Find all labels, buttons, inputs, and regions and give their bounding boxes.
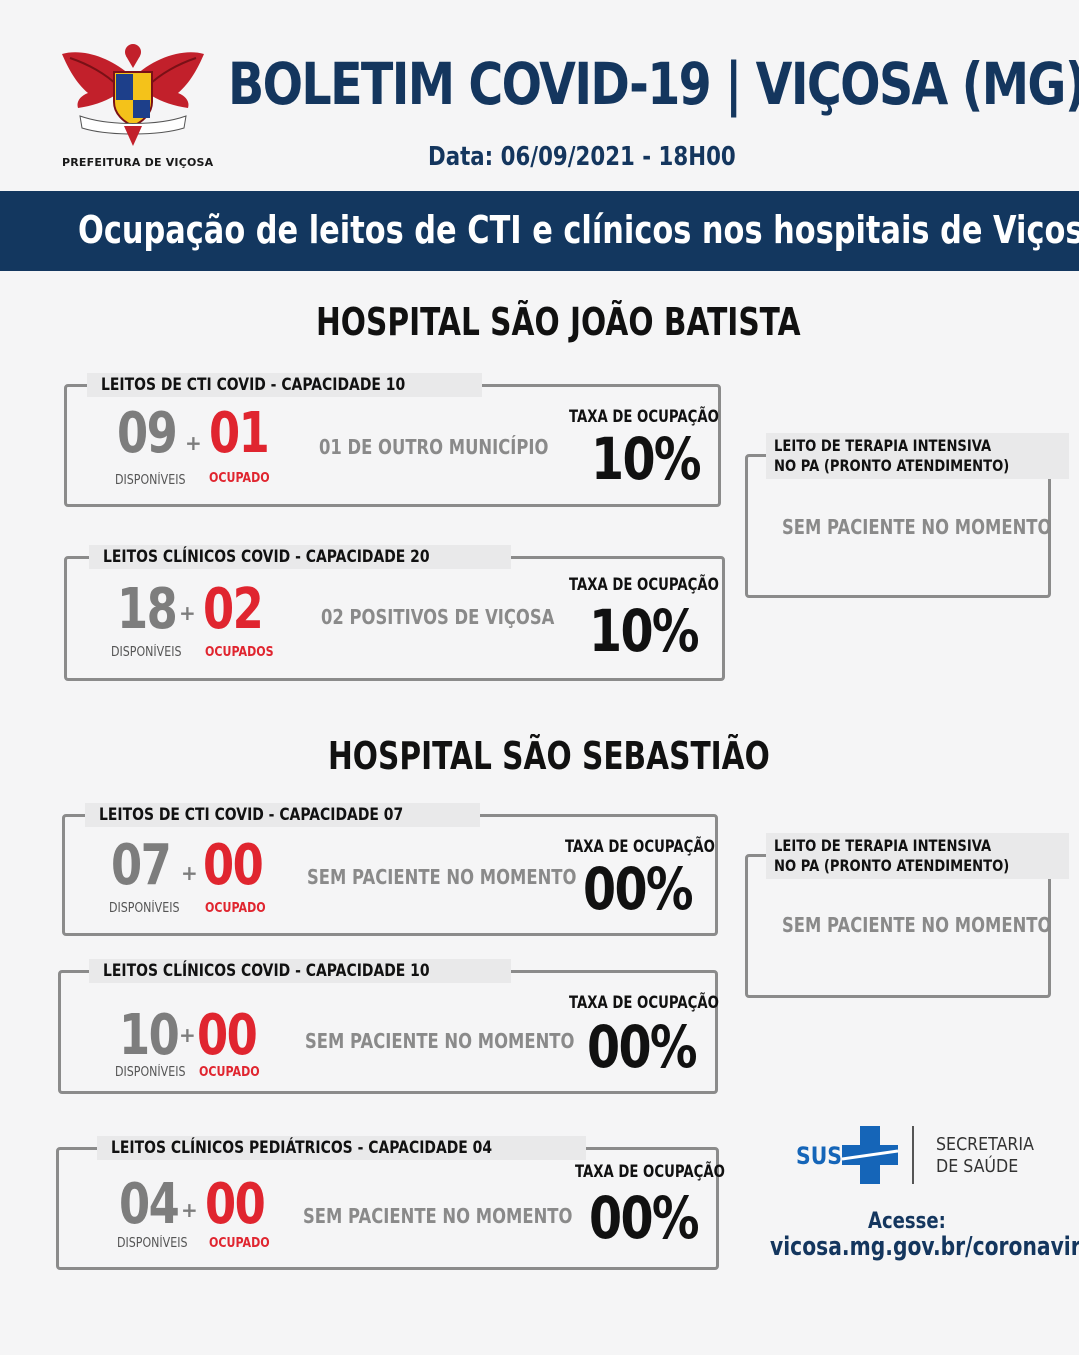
- footer-divider: [912, 1126, 914, 1184]
- card-label: LEITO DE TERAPIA INTENSIVA NO PA (PRONTO…: [766, 833, 1069, 879]
- rate-value: 10%: [589, 597, 700, 665]
- occupied-count: 00: [203, 833, 264, 898]
- occupied-count: 01: [209, 401, 270, 466]
- available-count: 09: [117, 401, 178, 466]
- available-label: DISPONÍVEIS: [117, 1236, 188, 1251]
- available-label: DISPONÍVEIS: [115, 473, 186, 488]
- rate-label: TAXA DE OCUPAÇÃO: [565, 837, 715, 857]
- logo-caption: PREFEITURA DE VIÇOSA: [62, 156, 214, 169]
- available-count: 18: [117, 577, 178, 642]
- card-label: LEITOS DE CTI COVID - CAPACIDADE 10: [87, 373, 482, 397]
- occupied-label: OCUPADOS: [205, 645, 274, 660]
- banner-text: Ocupação de leitos de CTI e clínicos nos…: [78, 208, 1079, 252]
- occupied-label: OCUPADO: [205, 901, 266, 916]
- rate-value: 10%: [591, 425, 702, 493]
- card-note: SEM PACIENTE NO MOMENTO: [782, 515, 1052, 539]
- card-label: LEITOS DE CTI COVID - CAPACIDADE 07: [85, 803, 480, 827]
- rate-label: TAXA DE OCUPAÇÃO: [569, 407, 719, 427]
- available-label: DISPONÍVEIS: [109, 901, 180, 916]
- rate-value: 00%: [583, 855, 694, 923]
- occupied-label: OCUPADO: [209, 471, 270, 486]
- pa-intensive-care-card: LEITO DE TERAPIA INTENSIVA NO PA (PRONTO…: [745, 833, 1069, 998]
- card-label: LEITOS CLÍNICOS PEDIÁTRICOS - CAPACIDADE…: [97, 1136, 586, 1160]
- available-count: 04: [119, 1172, 180, 1237]
- card-note: 01 DE OUTRO MUNICÍPIO: [319, 435, 549, 459]
- available-count: 07: [111, 833, 172, 898]
- website-link[interactable]: vicosa.mg.gov.br/coronavirus: [770, 1232, 1079, 1262]
- card-label: LEITO DE TERAPIA INTENSIVA NO PA (PRONTO…: [766, 433, 1069, 479]
- pa-intensive-care-card: LEITO DE TERAPIA INTENSIVA NO PA (PRONTO…: [745, 433, 1069, 598]
- rate-label: TAXA DE OCUPAÇÃO: [569, 575, 719, 595]
- rate-value: 00%: [589, 1184, 700, 1252]
- rate-value: 00%: [587, 1013, 698, 1081]
- card-note: SEM PACIENTE NO MOMENTO: [303, 1204, 573, 1228]
- card-label: LEITOS CLÍNICOS COVID - CAPACIDADE 10: [89, 959, 512, 983]
- section-banner: [0, 191, 1079, 271]
- occupied-label: OCUPADO: [209, 1236, 270, 1251]
- clinical-covid-card: LEITOS CLÍNICOS COVID - CAPACIDADE 20 18…: [64, 545, 725, 681]
- sus-logo-text: SUS: [796, 1142, 842, 1170]
- occupied-count: 00: [205, 1172, 266, 1237]
- card-note: SEM PACIENTE NO MOMENTO: [782, 913, 1052, 937]
- rate-label: TAXA DE OCUPAÇÃO: [569, 993, 719, 1013]
- access-label: Acesse:: [868, 1209, 946, 1234]
- plus-icon: +: [181, 1198, 198, 1222]
- secretaria-de-saude: SECRETARIA DE SAÚDE: [936, 1134, 1034, 1177]
- hospital-title: HOSPITAL SÃO JOÃO BATISTA: [316, 300, 801, 344]
- plus-icon: +: [179, 1023, 196, 1047]
- pediatric-clinical-card: LEITOS CLÍNICOS PEDIÁTRICOS - CAPACIDADE…: [56, 1136, 725, 1270]
- available-count: 10: [119, 1003, 180, 1068]
- card-label: LEITOS CLÍNICOS COVID - CAPACIDADE 20: [89, 545, 512, 569]
- page-title: BOLETIM COVID-19 | VIÇOSA (MG): [228, 50, 1079, 118]
- bulletin-date: Data: 06/09/2021 - 18H00: [428, 142, 736, 172]
- clinical-covid-card: LEITOS CLÍNICOS COVID - CAPACIDADE 10 10…: [58, 959, 719, 1094]
- available-label: DISPONÍVEIS: [111, 645, 182, 660]
- available-label: DISPONÍVEIS: [115, 1065, 186, 1080]
- cti-covid-card: LEITOS DE CTI COVID - CAPACIDADE 10 09 +…: [64, 373, 721, 507]
- eagle-crest-icon: [62, 44, 204, 146]
- occupied-label: OCUPADO: [199, 1065, 260, 1080]
- occupied-count: 00: [197, 1003, 258, 1068]
- hospital-title: HOSPITAL SÃO SEBASTIÃO: [328, 734, 770, 778]
- plus-icon: +: [179, 601, 196, 625]
- card-note: 02 POSITIVOS DE VIÇOSA: [321, 605, 555, 629]
- card-note: SEM PACIENTE NO MOMENTO: [307, 865, 577, 889]
- plus-icon: +: [181, 861, 198, 885]
- card-note: SEM PACIENTE NO MOMENTO: [305, 1029, 575, 1053]
- prefeitura-coat-of-arms-logo: [58, 38, 208, 178]
- occupied-count: 02: [203, 577, 264, 642]
- rate-label: TAXA DE OCUPAÇÃO: [575, 1162, 725, 1182]
- plus-icon: +: [185, 431, 202, 455]
- sus-cross-icon: [842, 1126, 898, 1184]
- cti-covid-card: LEITOS DE CTI COVID - CAPACIDADE 07 07 +…: [62, 803, 718, 936]
